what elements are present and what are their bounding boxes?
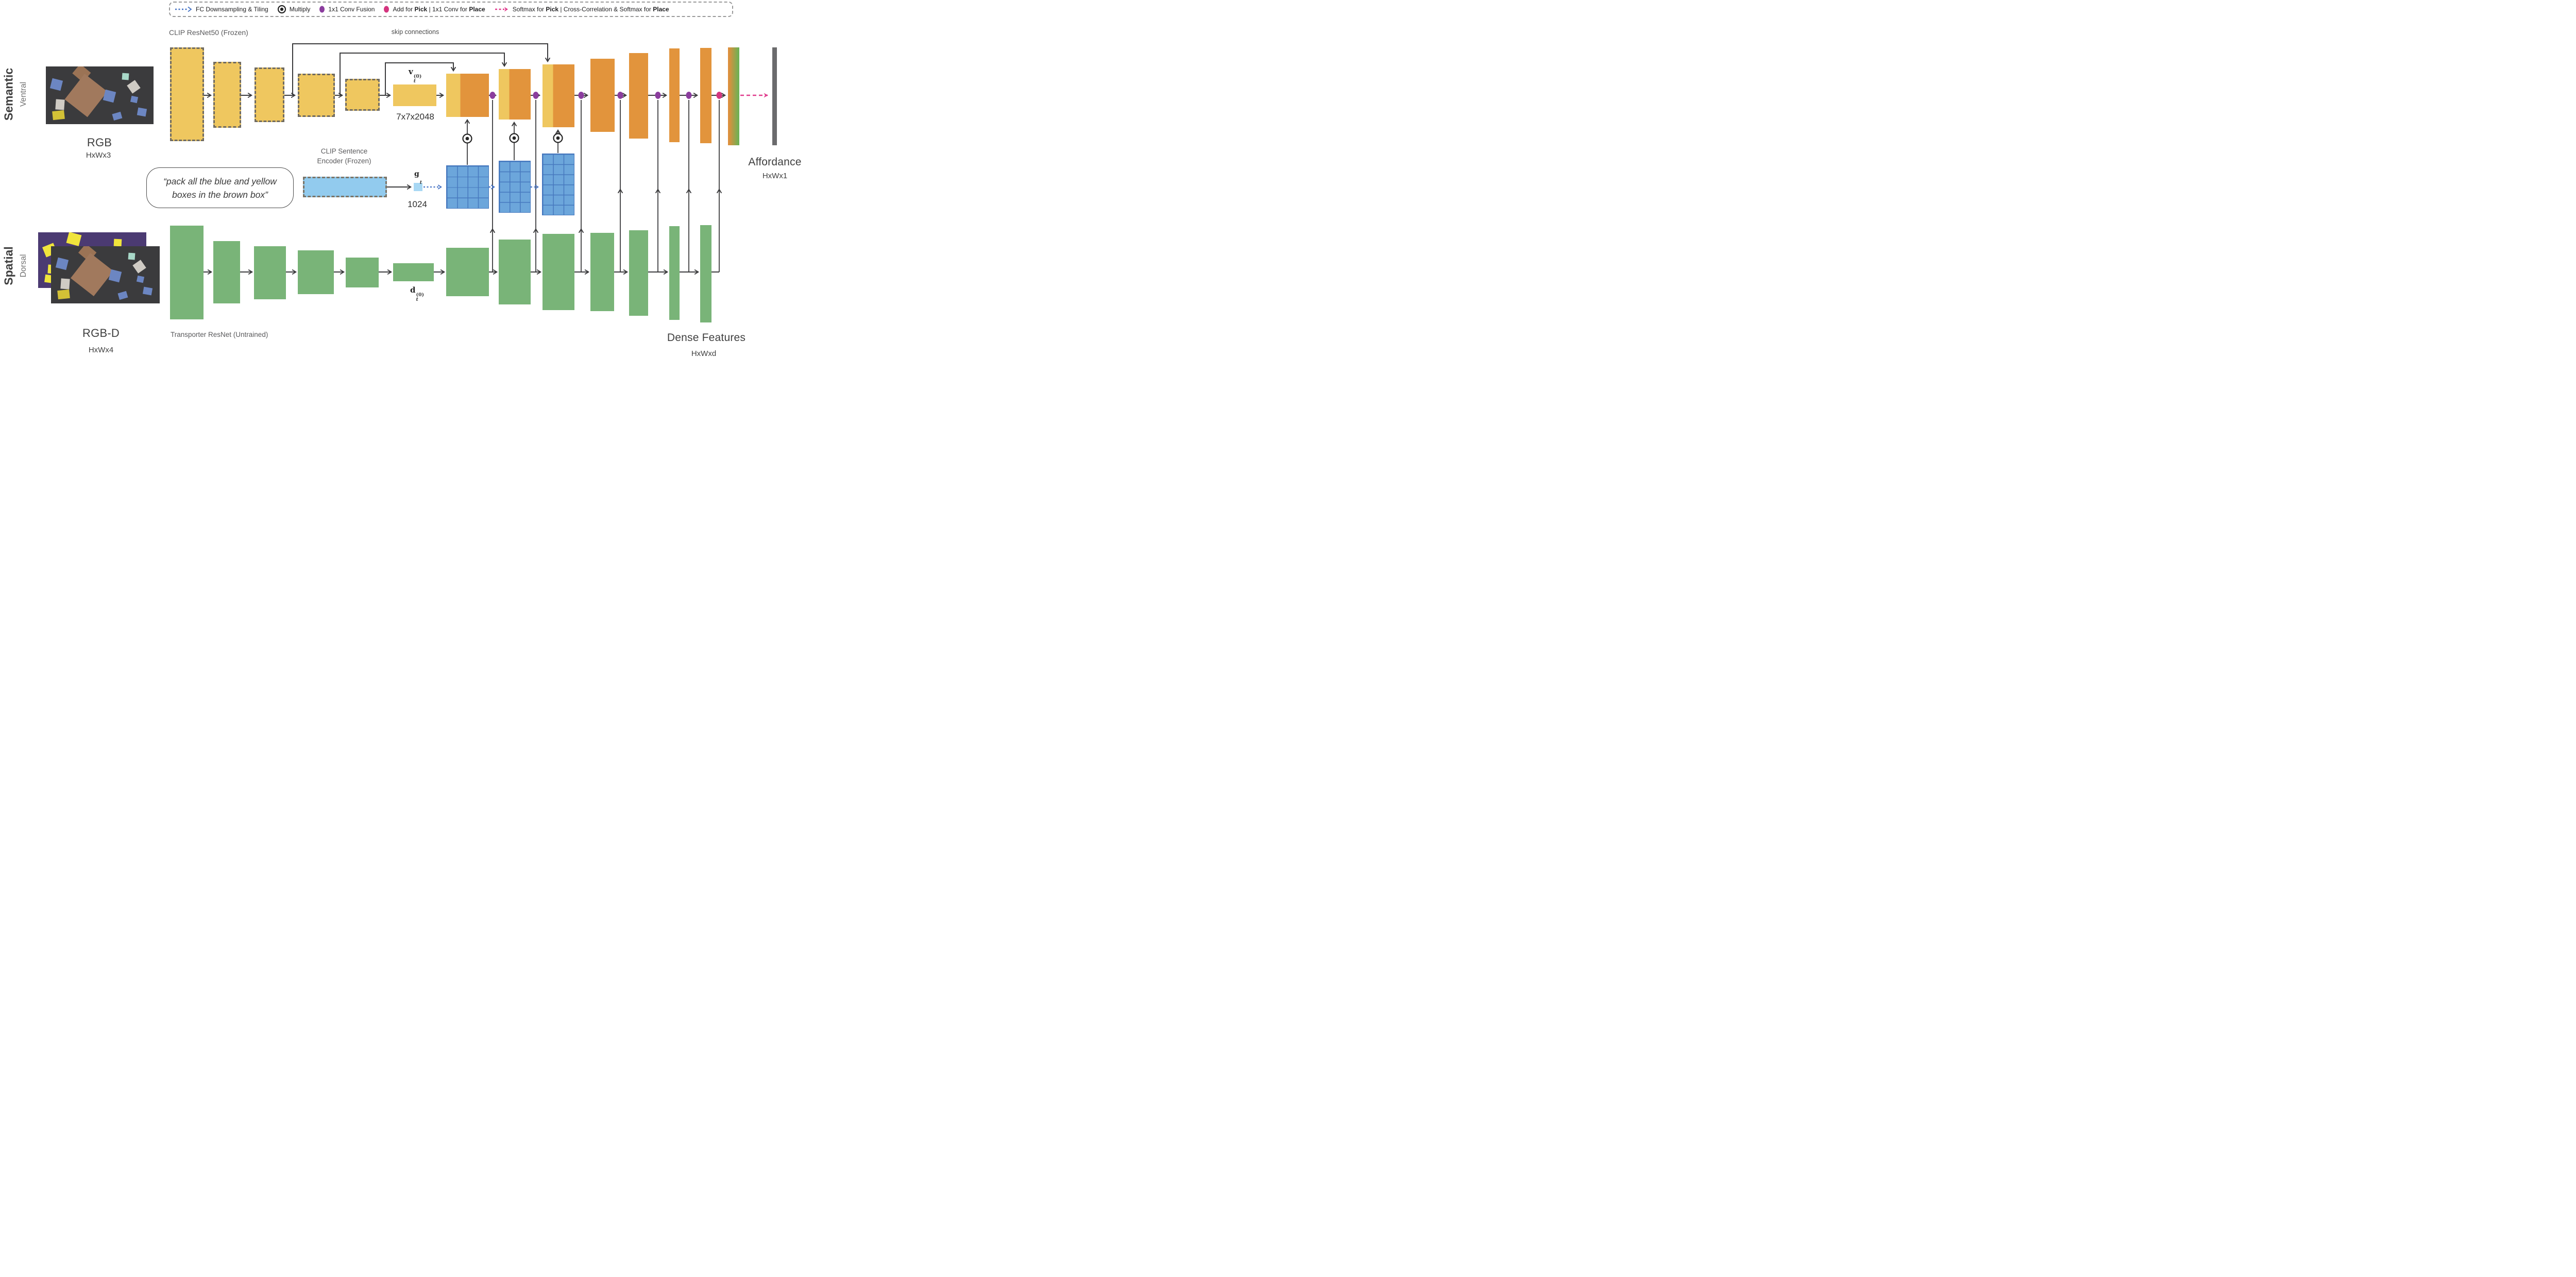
transporter-decoder-block-1 <box>446 248 489 296</box>
legend-label: Add for Pick | 1x1 Conv for Place <box>393 6 485 13</box>
language-tile-grid-2 <box>499 161 531 213</box>
skip-line-outer <box>292 43 550 95</box>
spatial-bottleneck-block <box>393 263 434 281</box>
affordance-output-bar <box>772 47 777 145</box>
transporter-encoder-label: Transporter ResNet (Untrained) <box>171 331 268 338</box>
transporter-decoder-block-4 <box>590 233 614 311</box>
legend: FC Downsampling & Tiling Multiply 1x1 Co… <box>169 2 733 17</box>
legend-item-fc-downsampling: FC Downsampling & Tiling <box>174 6 268 13</box>
legend-item-pick-place: Add for Pick | 1x1 Conv for Place <box>383 5 485 13</box>
multiply-icon-3 <box>553 133 563 143</box>
transporter-encoder-block-1 <box>170 226 204 319</box>
transporter-decoder-block-3 <box>543 234 574 310</box>
conv-fusion-dot-4 <box>617 92 623 99</box>
dense-features-label: Dense Features <box>667 332 746 344</box>
multiply-icon-1 <box>462 133 472 144</box>
pick-place-dot <box>716 92 722 99</box>
language-tile-grid-3 <box>542 154 574 215</box>
multiply-nodes <box>462 133 563 144</box>
multiply-icon-2 <box>509 133 519 143</box>
fusion-decoder-block-3 <box>543 64 574 127</box>
transporter-encoder-block-3 <box>254 246 286 299</box>
rgb-input-label: RGB <box>87 136 112 149</box>
spatial-feature-symbol: d (0) t <box>410 285 425 302</box>
transporter-decoder-block-6 <box>669 226 680 320</box>
legend-label: 1x1 Conv Fusion <box>328 6 375 13</box>
conv-fusion-dot-icon <box>319 6 325 13</box>
sentence-encoder-block <box>303 177 387 197</box>
skip-line-inner <box>385 62 456 95</box>
rgbd-observation-image <box>51 246 160 303</box>
legend-item-conv-fusion: 1x1 Conv Fusion <box>319 5 375 13</box>
affordance-dims: HxWx1 <box>762 172 788 180</box>
legend-item-softmax: Softmax for Pick | Cross-Correlation & S… <box>494 6 669 13</box>
language-tile-grid-1 <box>446 165 489 209</box>
semantic-decoder-block-7 <box>700 48 711 143</box>
spatial-to-semantic-risers <box>490 100 722 272</box>
multiply-icon <box>277 5 286 14</box>
goal-embedding-block <box>414 183 422 191</box>
clip-encoder-block-2 <box>213 62 241 128</box>
legend-label: Multiply <box>289 6 311 13</box>
goal-embedding-dims: 1024 <box>408 199 427 209</box>
transporter-decoder-block-7 <box>700 225 711 322</box>
instruction-line: boxes in the brown box” <box>172 189 268 200</box>
rgbd-input-label: RGB-D <box>82 327 120 339</box>
rgbd-input-dims: HxWx4 <box>88 346 114 354</box>
skip-connections-label: skip connections <box>391 28 439 36</box>
semantic-decoder-block-4 <box>590 59 615 132</box>
transporter-encoder-block-5 <box>346 258 379 287</box>
semantic-decoder-block-6 <box>669 48 680 142</box>
conv-fusion-dot-1 <box>489 92 496 99</box>
rgb-observation-image <box>46 66 154 124</box>
clip-resnet-encoder-label: CLIP ResNet50 (Frozen) <box>169 28 248 37</box>
clip-encoder-block-1 <box>170 47 204 141</box>
conv-fusion-dot-3 <box>578 92 584 99</box>
instruction-line: “pack all the blue and yellow <box>163 176 277 186</box>
fusion-decoder-block-1 <box>446 74 489 117</box>
visual-bottleneck-block <box>393 84 436 106</box>
conv-fusion-dots <box>489 92 722 99</box>
visual-bottleneck-dims: 7x7x2048 <box>396 112 434 122</box>
fusion-decoder-block-2 <box>499 69 531 120</box>
clip-sentence-encoder-label: CLIP Sentence Encoder (Frozen) <box>317 147 371 165</box>
clip-encoder-block-3 <box>255 67 284 122</box>
transporter-decoder-block-2 <box>499 240 531 304</box>
visual-feature-symbol: v (0) t <box>409 67 422 84</box>
language-instruction-bubble: “pack all the blue and yellow boxes in t… <box>146 167 294 208</box>
skip-connection-lines <box>292 43 550 95</box>
transporter-decoder-block-5 <box>629 230 648 316</box>
transporter-encoder-block-4 <box>298 250 334 294</box>
rgb-input-dims: HxWx3 <box>86 151 111 160</box>
cliport-architecture-diagram: FC Downsampling & Tiling Multiply 1x1 Co… <box>0 0 808 365</box>
conv-fusion-dot-2 <box>533 92 539 99</box>
transporter-encoder-block-2 <box>213 241 240 303</box>
legend-item-multiply: Multiply <box>277 5 311 14</box>
softmax-arrow-icon <box>495 7 508 12</box>
legend-label: FC Downsampling & Tiling <box>196 6 268 13</box>
legend-label: Softmax for Pick | Cross-Correlation & S… <box>512 6 669 13</box>
affordance-label: Affordance <box>748 156 802 168</box>
fc-downsampling-arrow-icon <box>175 6 192 12</box>
output-head-block <box>728 47 739 145</box>
semantic-decoder-block-5 <box>629 53 648 139</box>
dense-features-dims: HxWxd <box>691 349 717 358</box>
clip-encoder-block-5 <box>345 79 380 111</box>
pick-place-dot-icon <box>384 6 389 13</box>
node-layer <box>462 92 722 144</box>
clip-encoder-block-4 <box>298 74 335 117</box>
skip-line-middle <box>340 53 507 95</box>
conv-fusion-dot-5 <box>655 92 661 99</box>
conv-fusion-dot-6 <box>686 92 692 99</box>
